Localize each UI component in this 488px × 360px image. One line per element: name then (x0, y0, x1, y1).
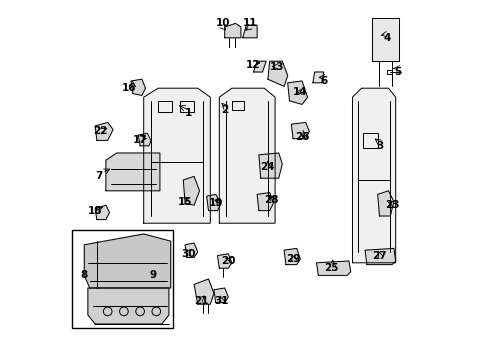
Bar (231, 101, 244, 110)
Polygon shape (95, 205, 109, 220)
Polygon shape (213, 288, 228, 302)
Text: 9: 9 (149, 270, 156, 280)
Text: 8: 8 (81, 270, 88, 280)
Text: 2: 2 (221, 105, 228, 115)
Polygon shape (206, 194, 221, 211)
Polygon shape (253, 61, 265, 72)
Text: 16: 16 (122, 83, 136, 93)
Text: 31: 31 (213, 296, 228, 306)
Text: 21: 21 (194, 296, 208, 306)
Polygon shape (224, 23, 241, 38)
Text: 28: 28 (264, 195, 278, 205)
Text: 4: 4 (382, 33, 389, 43)
Polygon shape (88, 288, 168, 324)
Text: 22: 22 (93, 126, 107, 136)
Polygon shape (194, 279, 213, 304)
Text: 15: 15 (178, 197, 192, 207)
Text: 13: 13 (269, 62, 284, 72)
Polygon shape (377, 191, 393, 216)
Polygon shape (284, 248, 300, 265)
Polygon shape (219, 88, 275, 223)
Text: 11: 11 (242, 18, 257, 28)
Polygon shape (242, 25, 257, 38)
Text: 12: 12 (246, 60, 260, 70)
Text: 7: 7 (95, 171, 102, 181)
Text: 5: 5 (393, 67, 400, 77)
Text: 24: 24 (260, 162, 275, 172)
Text: 18: 18 (88, 206, 102, 216)
Polygon shape (143, 88, 210, 223)
Polygon shape (316, 261, 350, 275)
Polygon shape (291, 122, 309, 139)
Polygon shape (352, 88, 395, 263)
Polygon shape (185, 243, 197, 257)
Text: 27: 27 (371, 251, 386, 261)
Bar (179, 101, 194, 112)
Polygon shape (131, 79, 145, 95)
Text: 20: 20 (221, 256, 235, 266)
Polygon shape (365, 248, 395, 265)
Polygon shape (138, 133, 151, 146)
Polygon shape (258, 153, 282, 178)
Text: 17: 17 (133, 135, 147, 145)
Polygon shape (267, 61, 287, 86)
Polygon shape (95, 122, 113, 140)
Bar (386, 70, 391, 74)
Text: 30: 30 (181, 249, 196, 259)
Text: 6: 6 (320, 76, 326, 86)
Polygon shape (287, 81, 307, 104)
Polygon shape (257, 193, 273, 211)
Bar (72, 230, 172, 328)
Text: 26: 26 (294, 132, 309, 142)
Text: 23: 23 (384, 200, 399, 210)
Text: 25: 25 (323, 263, 338, 273)
Bar (158, 101, 172, 112)
Text: 1: 1 (184, 108, 192, 118)
Polygon shape (106, 153, 160, 191)
Polygon shape (371, 18, 399, 61)
Text: 10: 10 (215, 18, 230, 28)
Polygon shape (312, 72, 323, 83)
Text: 19: 19 (208, 198, 223, 208)
Polygon shape (217, 254, 231, 268)
Polygon shape (183, 176, 199, 205)
Bar (363, 133, 377, 148)
Text: 14: 14 (292, 87, 307, 97)
Text: 29: 29 (285, 254, 300, 264)
Polygon shape (84, 234, 170, 288)
Text: 3: 3 (375, 141, 382, 151)
